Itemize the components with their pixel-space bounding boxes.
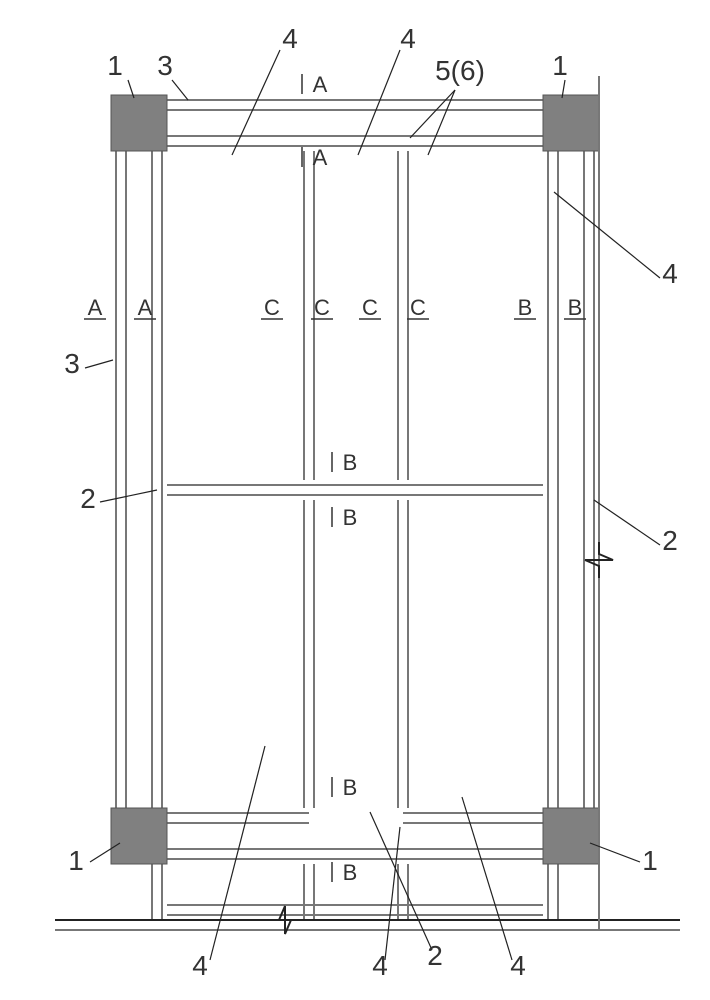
section-label: C bbox=[264, 295, 280, 320]
section-marks-vert: A A B B B B bbox=[302, 72, 357, 885]
section-label: B bbox=[343, 860, 358, 885]
section-label: C bbox=[410, 295, 426, 320]
callout-number: 4 bbox=[192, 950, 208, 981]
break-mark bbox=[585, 542, 613, 578]
callout-number: 1 bbox=[68, 845, 84, 876]
diagram-canvas: A A C C C C B B A A B B B B 1 3 4 4 5(6) 1 4 3 2 2 1 1 4 4 2 4 bbox=[0, 0, 710, 1000]
pillars bbox=[111, 95, 599, 864]
callout-number: 4 bbox=[372, 950, 388, 981]
callout-number: 2 bbox=[427, 940, 443, 971]
callout-number: 4 bbox=[662, 258, 678, 289]
section-label: A bbox=[313, 72, 328, 97]
section-label: A bbox=[138, 295, 153, 320]
callout-number: 4 bbox=[400, 23, 416, 54]
section-label: A bbox=[88, 295, 103, 320]
section-label: B bbox=[343, 775, 358, 800]
section-label: B bbox=[343, 505, 358, 530]
section-marks-horiz: AACCCCBB bbox=[84, 295, 586, 320]
section-label: C bbox=[362, 295, 378, 320]
callout-number: 3 bbox=[157, 50, 173, 81]
callout-number: 4 bbox=[282, 23, 298, 54]
callout-number: 3 bbox=[64, 348, 80, 379]
callout-number: 1 bbox=[107, 50, 123, 81]
section-label: A bbox=[313, 145, 328, 170]
diagram-svg: A A C C C C B B A A B B B B 1 3 4 4 5(6) 1 4 3 2 2 1 1 4 4 2 4 bbox=[0, 0, 710, 1000]
pillar bbox=[111, 95, 167, 151]
pillar bbox=[543, 95, 599, 151]
callout-number: 2 bbox=[662, 525, 678, 556]
pillar bbox=[543, 808, 599, 864]
callout-number: 1 bbox=[642, 845, 658, 876]
pillar bbox=[111, 808, 167, 864]
callout-number: 5(6) bbox=[435, 55, 485, 86]
break-marks bbox=[267, 542, 613, 934]
section-label: B bbox=[568, 295, 583, 320]
section-label: B bbox=[518, 295, 533, 320]
section-label: C bbox=[314, 295, 330, 320]
callout-number: 4 bbox=[510, 950, 526, 981]
callout-number: 1 bbox=[552, 50, 568, 81]
callout-number: 2 bbox=[80, 483, 96, 514]
section-label: B bbox=[343, 450, 358, 475]
